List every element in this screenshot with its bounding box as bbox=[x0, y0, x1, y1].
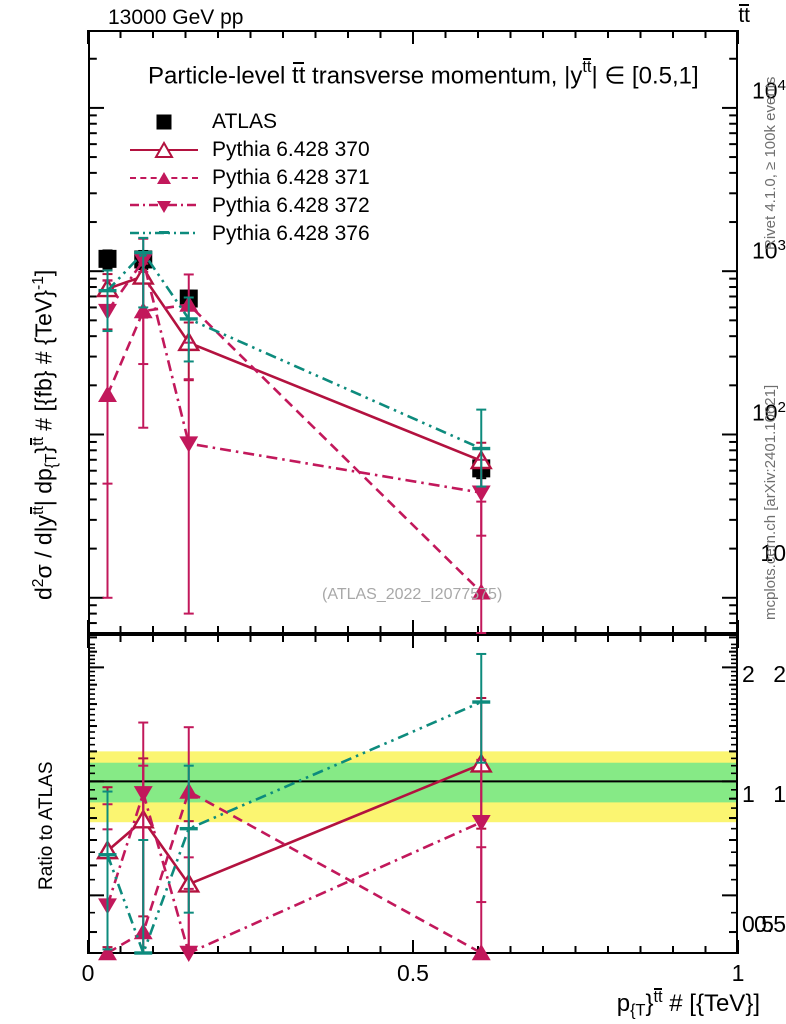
data-marker-triangle-up-filled bbox=[471, 944, 491, 961]
ratio-y-tick-05: 0.5 bbox=[754, 911, 786, 937]
data-marker-triangle-down-filled bbox=[179, 945, 199, 962]
series-line-pythia-6.428-370 bbox=[107, 274, 482, 463]
series-line-pythia-6.428-371 bbox=[106, 303, 483, 594]
ratio-y-tick-1-right: 1 bbox=[742, 781, 755, 807]
legend-item-atlas[interactable]: ATLAS bbox=[130, 108, 370, 136]
data-marker-dash bbox=[472, 446, 491, 451]
header-process-label: tt bbox=[738, 4, 750, 28]
analysis-watermark: (ATLAS_2022_I2077575) bbox=[322, 586, 503, 603]
data-marker-triangle-down-filled bbox=[471, 485, 491, 502]
legend-key-pythia-371 bbox=[130, 166, 198, 190]
legend-item-pythia-370[interactable]: Pythia 6.428 370 bbox=[130, 136, 370, 164]
series-line-pythia-6.428-376 bbox=[106, 250, 482, 450]
ratio-y-tick-05-right: 0.5 bbox=[742, 911, 774, 937]
mcplots-source-label: mcplots.cern.ch [arXiv:2401.10621] bbox=[762, 384, 779, 620]
ratio-series-line-pythia-6.428-370 bbox=[106, 762, 482, 886]
ratio-y-tick-2: 2 bbox=[773, 661, 786, 687]
y-tick-label-10e4: 104 bbox=[751, 77, 786, 104]
legend-label-pythia-370: Pythia 6.428 370 bbox=[212, 138, 370, 161]
legend-key-pythia-372 bbox=[130, 194, 198, 218]
y-tick-label-10e2: 102 bbox=[751, 399, 786, 426]
ratio-y-tick-2-right: 2 bbox=[742, 661, 755, 687]
legend-item-pythia-376[interactable]: Pythia 6.428 376 bbox=[130, 220, 370, 248]
legend-key-pythia-376 bbox=[130, 222, 198, 246]
data-marker-dash bbox=[98, 853, 117, 857]
plot-title-post: | ∈ [0.5,1] bbox=[591, 62, 699, 90]
legend: ATLAS Pythia 6.428 370 Pythia 6.428 371 bbox=[130, 108, 370, 248]
legend-item-pythia-372[interactable]: Pythia 6.428 372 bbox=[130, 192, 370, 220]
ratio-y-axis-title: Ratio to ATLAS bbox=[36, 761, 57, 891]
legend-label-atlas: ATLAS bbox=[212, 110, 277, 133]
rivet-version-label: Rivet 4.1.0, ≥ 100k events bbox=[762, 76, 779, 250]
data-marker-dash bbox=[134, 250, 153, 255]
data-marker-triangle-down-filled bbox=[133, 786, 153, 803]
ratio-series-line-pythia-6.428-371 bbox=[106, 789, 482, 954]
ratio-y-tick-1: 1 bbox=[773, 781, 786, 807]
series-line-pythia-6.428-372 bbox=[106, 257, 482, 494]
data-marker-dash bbox=[472, 700, 491, 704]
data-marker-dash bbox=[134, 951, 153, 955]
header-beam-label: 13000 GeV pp bbox=[108, 6, 244, 29]
legend-key-pythia-370 bbox=[130, 138, 198, 162]
x-tick-label-0: 0 bbox=[81, 960, 95, 986]
x-tick-label-05: 0.5 bbox=[397, 960, 429, 986]
plot-title-pre: Particle-level bbox=[148, 62, 293, 90]
data-marker-triangle-up-filled bbox=[471, 583, 491, 600]
header-ttbar-text: tt bbox=[738, 4, 750, 27]
legend-label-pythia-372: Pythia 6.428 372 bbox=[212, 194, 370, 217]
legend-label-pythia-371: Pythia 6.428 371 bbox=[212, 166, 370, 189]
x-axis-title: p{T}tt # [{TeV}] bbox=[616, 988, 760, 1020]
plot-title-sup-ttbar: tt bbox=[582, 58, 592, 76]
plot-title-mid: transverse momentum, |y bbox=[305, 62, 583, 90]
legend-label-pythia-376: Pythia 6.428 376 bbox=[212, 222, 370, 245]
data-marker-dash bbox=[98, 288, 117, 293]
y-tick-label-10: 10 bbox=[760, 540, 786, 566]
dash-marker-icon bbox=[159, 231, 169, 234]
data-marker-triangle-down-filled bbox=[471, 815, 491, 832]
triangle-down-filled-icon bbox=[157, 201, 171, 213]
data-marker-square bbox=[98, 249, 117, 268]
data-marker-dash bbox=[179, 317, 198, 321]
data-marker-dash bbox=[179, 826, 198, 831]
triangle-up-filled-icon bbox=[157, 172, 171, 184]
y-axis-title: d2σ / d|ytt| dp{T}tt # [{fb} # {TeV}-1] bbox=[30, 269, 60, 600]
x-tick-label-1: 1 bbox=[731, 960, 745, 986]
y-tick-label-10e3: 103 bbox=[751, 237, 786, 264]
legend-item-pythia-371[interactable]: Pythia 6.428 371 bbox=[130, 164, 370, 192]
triangle-up-open-icon bbox=[154, 141, 174, 158]
plot-title-ttbar: tt bbox=[292, 62, 306, 90]
data-marker-triangle-down-filled bbox=[179, 436, 199, 453]
plot-title: Particle-level tt transverse momentum, |… bbox=[148, 58, 699, 90]
legend-key-atlas bbox=[130, 110, 198, 134]
ratio-series-line-pythia-6.428-376 bbox=[106, 700, 482, 954]
square-filled-icon bbox=[156, 114, 172, 130]
